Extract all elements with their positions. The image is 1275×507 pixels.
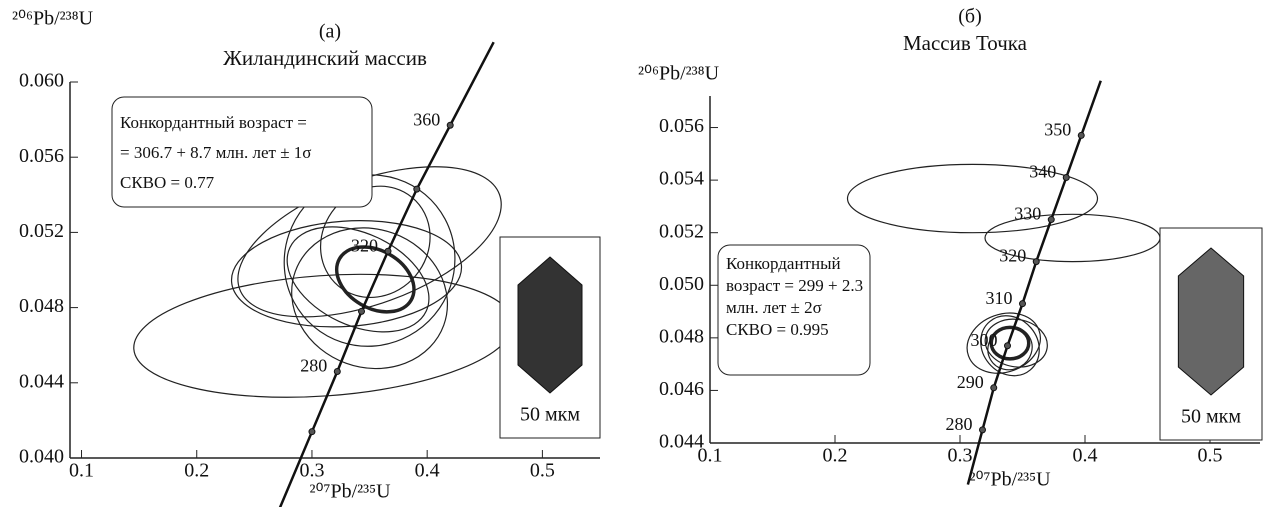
annotation-line: млн. лет ± 2σ [726,298,822,317]
age-label: 320 [351,235,378,255]
annotation-line: Конкордантный [726,254,841,273]
crystal-image [518,257,582,393]
concordia-point [991,385,997,391]
y-tick-label: 0.046 [659,378,704,400]
x-tick-label: 0.2 [184,460,209,482]
y-tick-label: 0.052 [659,220,704,242]
y-tick-label: 0.056 [659,115,704,137]
crystal-image [1178,248,1243,395]
concordia-point [1033,259,1039,265]
age-label: 320 [999,246,1026,266]
annotation-line: Конкордантный возраст = [120,113,307,132]
x-tick-label: 0.4 [415,460,440,482]
y-tick-label: 0.040 [19,446,64,468]
age-label: 300 [971,330,998,350]
concordia-point [1063,174,1069,180]
annotation-line: СКВО = 0.77 [120,173,215,192]
x-tick-label: 0.5 [530,460,555,482]
figure: (а) Жиландинский массив ²⁰⁶Pb/²³⁸U ²⁰⁷Pb/²³… [0,0,1275,507]
y-tick-label: 0.054 [659,168,704,190]
concordia-point [1048,217,1054,223]
concordia-point [980,427,986,433]
age-label: 280 [300,356,327,376]
chart-subtitle: Жиландинский массив [223,46,427,70]
concordia-extension [450,42,493,125]
concordia-point [359,308,365,314]
y-tick-label: 0.052 [19,220,64,242]
x-tick-label: 0.4 [1073,445,1098,467]
y-tick-label: 0.050 [659,273,704,295]
y-tick-label: 0.048 [19,295,64,317]
error-ellipse [130,263,518,410]
y-tick-label: 0.048 [659,325,704,347]
y-tick-label: 0.044 [19,370,64,392]
y-axis-label: ²⁰⁶Pb/²³⁸U [12,8,94,30]
annotation-line: = 306.7 + 8.7 млн. лет ± 1σ [120,143,311,162]
x-tick-label: 0.1 [698,445,723,467]
age-label: 340 [1029,162,1056,182]
x-tick-label: 0.1 [69,460,94,482]
x-tick-label: 0.2 [823,445,848,467]
age-label: 310 [986,288,1013,308]
concordia-point [309,429,315,435]
concordia-point [447,122,453,128]
x-tick-label: 0.3 [948,445,973,467]
chart-title: (а) [319,21,341,43]
scale-label: 50 мкм [1181,406,1241,428]
age-label: 330 [1014,204,1041,224]
y-tick-label: 0.056 [19,145,64,167]
y-tick-label: 0.060 [19,70,64,92]
annotation-line: СКВО = 0.995 [726,320,829,339]
age-label: 360 [413,109,440,129]
concordia-point [414,186,420,192]
concordia-extension [1081,81,1101,136]
x-axis-label: ²⁰⁷Pb/²³⁵U [309,481,391,503]
age-label: 280 [946,414,973,434]
x-tick-label: 0.5 [1198,445,1223,467]
age-label: 290 [957,372,984,392]
x-tick-label: 0.3 [299,460,324,482]
concordia-point [385,248,391,254]
chart-title: (б) [958,6,982,28]
concordia-point [334,369,340,375]
x-axis-label: ²⁰⁷Pb/²³⁵U [969,469,1051,491]
chart-subtitle: Массив Точка [903,31,1028,55]
concordia-point [1005,343,1011,349]
concordia-point [1078,132,1084,138]
scale-label: 50 мкм [520,404,580,426]
age-label: 350 [1044,120,1071,140]
y-axis-label: ²⁰⁶Pb/²³⁸U [638,63,720,85]
concordia-point [1020,301,1026,307]
annotation-line: возраст = 299 + 2.3 [726,276,863,295]
